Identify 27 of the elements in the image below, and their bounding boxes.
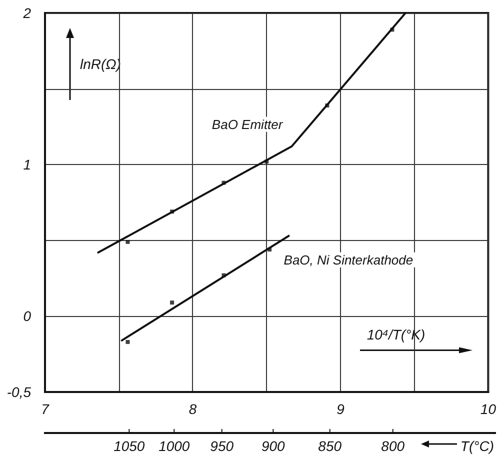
series-label: BaO, Ni Sinterkathode — [284, 252, 414, 268]
y-tick-label: 0 — [23, 308, 32, 324]
point — [325, 103, 330, 108]
point — [126, 240, 130, 244]
x-tick-label: 7 — [41, 401, 50, 417]
point — [268, 247, 272, 252]
point — [126, 340, 130, 344]
point — [390, 28, 394, 32]
point — [222, 273, 226, 278]
y-tick-label: 1 — [23, 156, 31, 173]
text: T(°C) — [460, 438, 494, 454]
text: 950 — [210, 438, 234, 454]
text: 1050 — [114, 438, 145, 454]
text: 850 — [318, 438, 342, 454]
y-tick-label: -0,5 — [6, 384, 32, 400]
text: 900 — [261, 438, 286, 454]
text: 1000 — [158, 438, 190, 454]
text: 800 — [381, 438, 405, 454]
series-label: BaO Emitter — [212, 116, 284, 132]
point — [170, 300, 174, 305]
point — [264, 160, 269, 164]
y-tick-label: 2 — [22, 5, 32, 21]
x-tick-label: 8 — [188, 401, 197, 417]
x-tick-label: 9 — [336, 401, 345, 417]
point — [222, 180, 226, 185]
x-tick-label: 10 — [480, 401, 496, 417]
point — [170, 210, 174, 214]
